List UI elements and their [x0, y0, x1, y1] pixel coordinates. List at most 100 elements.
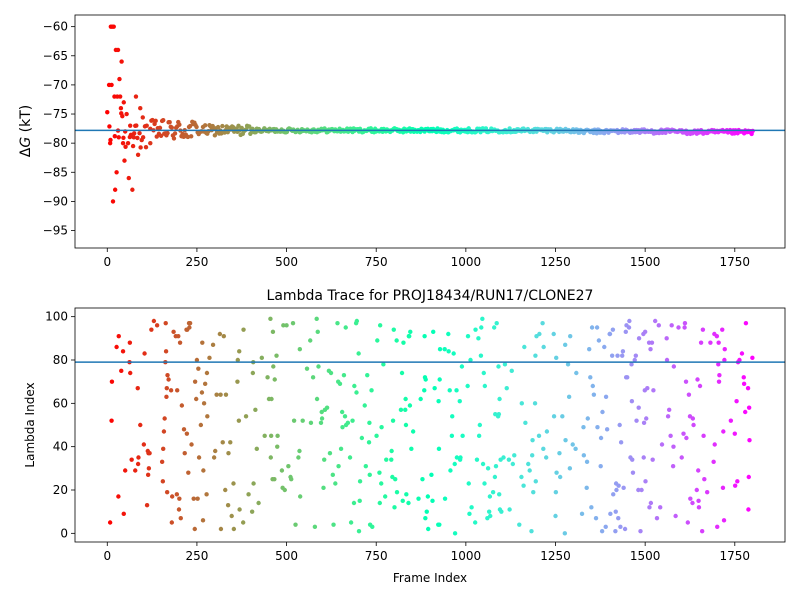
lambda-point [743, 320, 749, 326]
lambda-point [732, 431, 737, 436]
lambda-point [688, 496, 693, 501]
lambda-point [487, 494, 493, 499]
lambda-point [541, 344, 546, 350]
lambda-point [186, 470, 191, 475]
lambda-point [161, 429, 167, 434]
lambda-point [362, 403, 367, 408]
lambda-point [745, 385, 751, 391]
lambda-point [369, 388, 374, 393]
lambda-point [300, 418, 305, 423]
lambda-point [658, 505, 663, 510]
deltag-point [507, 126, 512, 131]
x-tick-label: 250 [185, 255, 208, 269]
deltag-point [118, 106, 124, 111]
lambda-point [436, 398, 441, 404]
lambda-point [123, 468, 128, 473]
lambda-point [410, 429, 416, 434]
lambda-point [138, 422, 143, 428]
lambda-point [480, 461, 486, 467]
lambda-point [250, 370, 256, 376]
lambda-point [581, 453, 587, 458]
lambda-point [202, 381, 208, 387]
x-tick-label: 0 [103, 549, 111, 563]
lambda-point [177, 340, 183, 345]
lambda-point [691, 422, 696, 428]
lambda-point [420, 476, 425, 482]
deltag-point [134, 123, 139, 128]
deltag-point [140, 115, 145, 120]
lambda-point [449, 433, 455, 439]
lambda-point [271, 364, 276, 369]
lambda-point [195, 496, 200, 501]
lambda-point [537, 331, 542, 337]
deltag-point [107, 140, 113, 146]
lambda-x-ticks: 0 250 500 750 1000 1250 1500 1750 [103, 542, 750, 563]
lambda-point [482, 481, 487, 486]
y-tick-label: −70 [43, 78, 68, 92]
lambda-point [622, 526, 628, 532]
lambda-point [416, 496, 421, 501]
lambda-point [610, 327, 616, 332]
lambda-point [354, 390, 359, 395]
lambda-point [499, 509, 504, 514]
lambda-point [465, 333, 471, 339]
deltag-point [116, 135, 121, 140]
lambda-point [164, 489, 170, 495]
deltag-point [158, 133, 164, 139]
lambda-point [664, 357, 670, 363]
lambda-point [214, 392, 219, 397]
lambda-point [584, 485, 589, 491]
lambda-point [504, 385, 509, 391]
lambda-point [702, 476, 707, 482]
deltag-point [126, 175, 131, 181]
lambda-point [645, 385, 650, 391]
lambda-point [328, 370, 334, 376]
lambda-point [664, 336, 669, 341]
lambda-point [720, 327, 725, 332]
lambda-point [551, 414, 557, 419]
deltag-axes-frame [74, 14, 786, 249]
lambda-chart-title: Lambda Trace for PROJ18434/RUN17/CLONE27 [267, 288, 594, 304]
lambda-point [714, 333, 720, 339]
lambda-point [319, 416, 325, 421]
deltag-point [236, 123, 241, 129]
lambda-point [526, 461, 531, 467]
lambda-point [351, 500, 357, 506]
deltag-point [153, 118, 158, 124]
lambda-point [627, 318, 632, 324]
lambda-point [633, 353, 639, 358]
deltag-point [124, 111, 129, 117]
lambda-point [127, 340, 133, 345]
lambda-point [430, 498, 435, 504]
lambda-point [604, 427, 610, 432]
lambda-point [381, 362, 386, 367]
lambda-point [116, 333, 121, 339]
lambda-point [540, 320, 545, 326]
deltag-panel: 0 250 500 750 1000 1250 1500 1750 −60−65−70−75−… [18, 14, 786, 269]
deltag-point [157, 125, 163, 131]
lambda-point [391, 327, 396, 332]
lambda-point [701, 433, 706, 439]
lambda-point [269, 396, 274, 402]
deltag-point [114, 170, 119, 175]
deltag-point [139, 137, 144, 143]
lambda-point [290, 320, 296, 326]
lambda-point [339, 409, 345, 415]
lambda-point [553, 489, 559, 495]
lambda-point [436, 446, 442, 452]
lambda-point [335, 320, 340, 326]
lambda-point [231, 481, 236, 486]
x-tick-label: 500 [275, 255, 298, 269]
lambda-point [589, 505, 594, 510]
lambda-point [218, 526, 224, 532]
lambda-point [268, 433, 274, 439]
lambda-point [652, 318, 658, 324]
lambda-point [422, 388, 427, 393]
lambda-point [237, 507, 242, 512]
y-tick-label: −65 [43, 49, 68, 63]
lambda-point [496, 411, 502, 417]
lambda-point [533, 479, 538, 484]
lambda-point [481, 370, 486, 376]
lambda-point [746, 507, 751, 512]
lambda-point [565, 362, 571, 367]
